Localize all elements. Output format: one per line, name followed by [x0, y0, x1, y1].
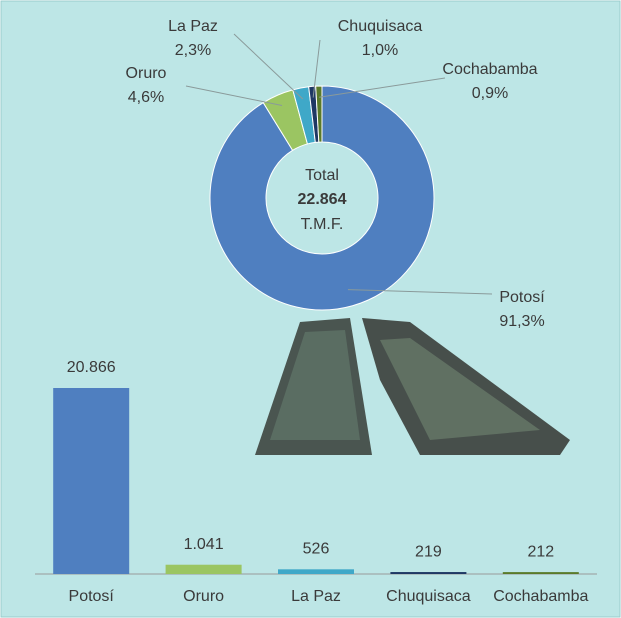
donut-slice — [209, 85, 435, 311]
slice-name: Potosí — [499, 289, 545, 306]
leader-line — [319, 77, 446, 98]
x-tick-label: La Paz — [291, 588, 341, 605]
center-total: 22.864 — [298, 191, 347, 208]
bar-label: 526 — [303, 541, 330, 558]
center-label: Total — [305, 167, 339, 184]
leader-line — [347, 289, 493, 295]
donut-slice — [315, 85, 323, 143]
bar-label: 20.866 — [67, 359, 116, 376]
bar-label: 219 — [415, 543, 442, 560]
bar-label: 212 — [527, 543, 554, 560]
bar — [390, 572, 467, 574]
x-tick-label: Oruro — [183, 588, 224, 605]
photo — [255, 318, 570, 455]
leader-line — [233, 33, 304, 100]
x-tick-label: Potosí — [69, 588, 115, 605]
bar — [278, 569, 354, 574]
slice-name: La Paz — [168, 18, 218, 35]
slice-value: 91,3% — [499, 313, 544, 330]
slice-value: 0,9% — [472, 85, 508, 102]
bar — [165, 564, 242, 574]
slice-value: 1,0% — [362, 42, 398, 59]
leader-line — [185, 85, 283, 106]
bar — [502, 572, 579, 574]
x-tick-label: Chuquisaca — [386, 588, 471, 605]
slice-value: 2,3% — [175, 42, 211, 59]
slice-name: Oruro — [126, 65, 167, 82]
leader-line — [312, 39, 321, 98]
bar — [53, 388, 130, 574]
slice-value: 4,6% — [128, 89, 164, 106]
x-tick-label: Cochabamba — [493, 588, 588, 605]
center-unit: T.M.F. — [301, 216, 344, 233]
slice-name: Chuquisaca — [338, 18, 423, 35]
slice-name: Cochabamba — [442, 61, 537, 78]
bar-label: 1.041 — [184, 536, 224, 553]
